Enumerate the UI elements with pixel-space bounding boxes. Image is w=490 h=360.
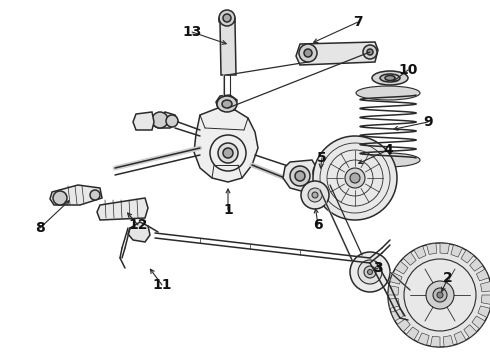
Ellipse shape	[53, 191, 67, 205]
Ellipse shape	[317, 167, 327, 177]
Polygon shape	[454, 331, 466, 344]
Ellipse shape	[295, 171, 305, 181]
Polygon shape	[403, 252, 416, 265]
Text: 13: 13	[182, 25, 202, 39]
Text: 12: 12	[128, 218, 148, 232]
Ellipse shape	[437, 292, 443, 298]
Polygon shape	[128, 222, 150, 242]
Polygon shape	[391, 309, 404, 321]
Polygon shape	[388, 285, 399, 295]
Ellipse shape	[356, 153, 420, 167]
Polygon shape	[443, 336, 453, 347]
Ellipse shape	[313, 163, 331, 181]
Ellipse shape	[219, 10, 235, 26]
Ellipse shape	[223, 148, 233, 158]
Polygon shape	[388, 298, 399, 309]
Polygon shape	[283, 160, 318, 192]
Ellipse shape	[152, 112, 168, 128]
Ellipse shape	[304, 49, 312, 57]
Polygon shape	[426, 243, 437, 255]
Polygon shape	[97, 198, 148, 220]
Text: 3: 3	[373, 261, 383, 275]
Polygon shape	[481, 295, 490, 305]
Polygon shape	[461, 250, 474, 263]
Ellipse shape	[308, 188, 322, 202]
Ellipse shape	[313, 136, 397, 220]
Ellipse shape	[223, 14, 231, 22]
Text: 5: 5	[317, 151, 327, 165]
Ellipse shape	[368, 270, 372, 274]
Ellipse shape	[380, 74, 400, 82]
Polygon shape	[133, 112, 154, 130]
Ellipse shape	[222, 100, 232, 108]
Text: 11: 11	[152, 278, 172, 292]
Polygon shape	[216, 95, 237, 110]
Text: 7: 7	[353, 15, 363, 29]
Polygon shape	[417, 333, 429, 345]
Ellipse shape	[356, 86, 420, 100]
Ellipse shape	[385, 76, 395, 81]
Polygon shape	[50, 185, 102, 205]
Ellipse shape	[388, 243, 490, 347]
Ellipse shape	[350, 173, 360, 183]
Polygon shape	[478, 306, 490, 318]
Text: 9: 9	[423, 115, 433, 129]
Polygon shape	[472, 316, 485, 329]
Polygon shape	[194, 108, 258, 182]
Ellipse shape	[301, 181, 329, 209]
Ellipse shape	[404, 259, 476, 331]
Ellipse shape	[345, 168, 365, 188]
Polygon shape	[390, 273, 402, 284]
Text: 8: 8	[35, 221, 45, 235]
Polygon shape	[464, 325, 477, 338]
Polygon shape	[481, 282, 490, 292]
Ellipse shape	[299, 44, 317, 62]
Polygon shape	[152, 112, 178, 128]
Ellipse shape	[363, 45, 377, 59]
Ellipse shape	[312, 192, 318, 198]
Ellipse shape	[222, 97, 234, 109]
Polygon shape	[296, 42, 378, 65]
Text: 10: 10	[398, 63, 417, 77]
Polygon shape	[431, 336, 440, 347]
Polygon shape	[220, 22, 236, 75]
Ellipse shape	[433, 288, 447, 302]
Ellipse shape	[290, 166, 310, 186]
Polygon shape	[406, 327, 419, 340]
Ellipse shape	[218, 143, 238, 163]
Polygon shape	[470, 258, 483, 271]
Ellipse shape	[217, 96, 237, 112]
Ellipse shape	[426, 281, 454, 309]
Text: 1: 1	[223, 203, 233, 217]
Polygon shape	[451, 245, 463, 257]
Ellipse shape	[90, 190, 100, 200]
Polygon shape	[414, 246, 426, 258]
Polygon shape	[476, 269, 489, 281]
Text: 6: 6	[313, 218, 323, 232]
Ellipse shape	[166, 115, 178, 127]
Ellipse shape	[358, 260, 382, 284]
Polygon shape	[395, 261, 408, 274]
Text: 2: 2	[443, 271, 453, 285]
Text: 4: 4	[383, 143, 393, 157]
Ellipse shape	[364, 266, 376, 278]
Polygon shape	[440, 243, 449, 254]
Ellipse shape	[367, 49, 373, 55]
Ellipse shape	[350, 252, 390, 292]
Polygon shape	[397, 319, 410, 332]
Ellipse shape	[372, 71, 408, 85]
